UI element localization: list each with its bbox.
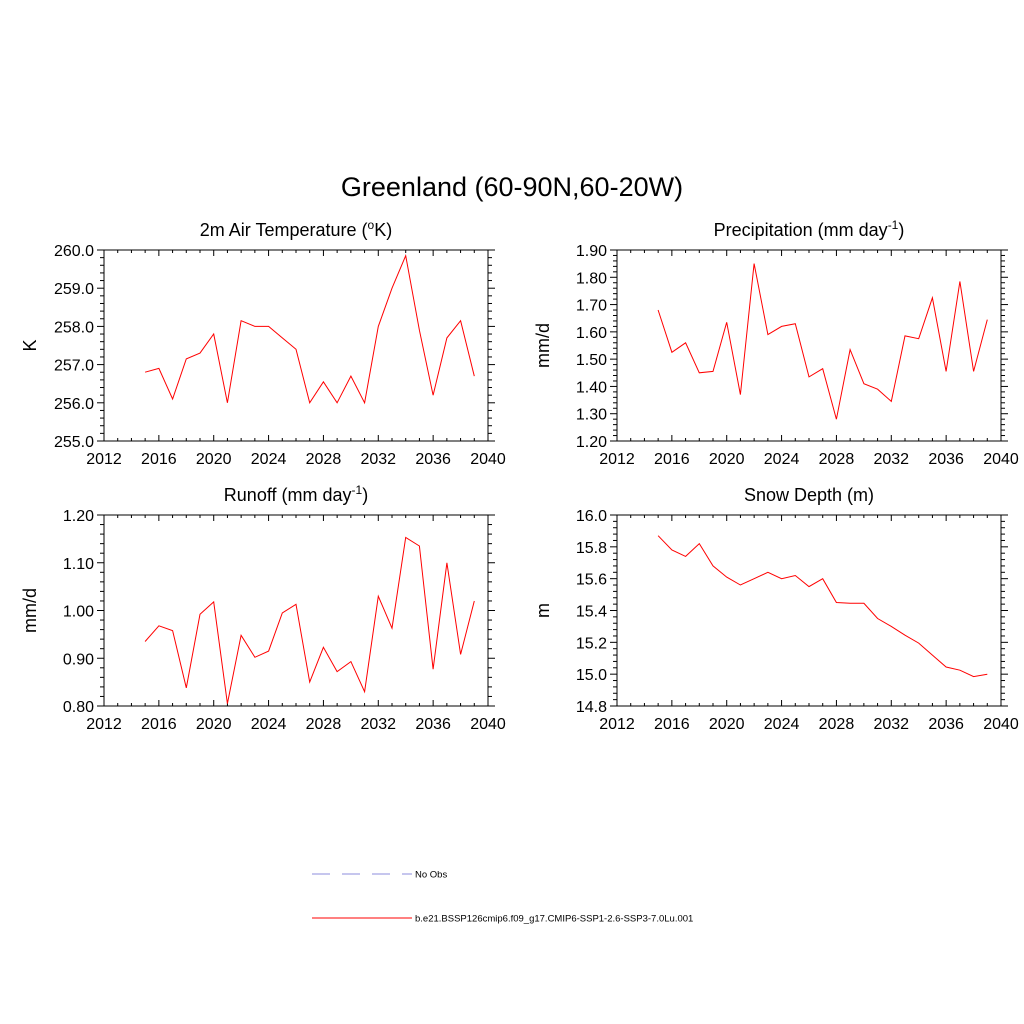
x-tick-label: 2032 bbox=[360, 451, 396, 468]
x-tick-label: 2016 bbox=[141, 716, 177, 733]
x-tick-label: 2012 bbox=[86, 716, 122, 733]
legend: No Obs b.e21.BSSP126cmip6.f09_g17.CMIP6-S… bbox=[312, 870, 693, 925]
panel-title-superscript: -1 bbox=[888, 218, 899, 232]
y-tick-label: 257.0 bbox=[54, 358, 94, 375]
y-tick-label: 14.8 bbox=[576, 699, 607, 716]
x-tick-label: 2024 bbox=[764, 716, 800, 733]
legend-label: b.e21.BSSP126cmip6.f09_g17.CMIP6-SSP1-2.… bbox=[415, 914, 693, 925]
x-tick-label: 2024 bbox=[764, 451, 800, 468]
y-tick-label: 1.60 bbox=[576, 325, 607, 342]
chart-panel: Precipitation (mm day-1) mm/d 2012 2016 2020… bbox=[533, 218, 1019, 468]
panel-title: Runoff (mm day-1) bbox=[224, 483, 368, 505]
y-tick-label: 15.2 bbox=[576, 635, 607, 652]
x-tick-label: 2036 bbox=[415, 451, 451, 468]
y-tick-label: 0.90 bbox=[63, 651, 94, 668]
main-title: Greenland (60-90N,60-20W) bbox=[341, 172, 683, 202]
x-tick-label: 2020 bbox=[196, 716, 232, 733]
y-tick-label: 256.0 bbox=[54, 396, 94, 413]
x-tick-label: 2024 bbox=[251, 716, 287, 733]
x-tick-label: 2036 bbox=[928, 451, 964, 468]
y-tick-label: 1.80 bbox=[576, 270, 607, 287]
x-tick-label: 2040 bbox=[983, 716, 1019, 733]
panel-title: Precipitation (mm day-1) bbox=[714, 218, 905, 240]
x-tick-label: 2040 bbox=[470, 451, 506, 468]
series-line bbox=[657, 535, 988, 678]
x-tick-label: 2020 bbox=[709, 451, 745, 468]
x-tick-label: 2036 bbox=[415, 716, 451, 733]
y-tick-label: 1.20 bbox=[63, 508, 94, 525]
y-tick-label: 15.8 bbox=[576, 540, 607, 557]
x-tick-label: 2040 bbox=[470, 716, 506, 733]
panel-title: 2m Air Temperature (oK) bbox=[200, 218, 392, 240]
y-tick-label: 258.0 bbox=[54, 319, 94, 336]
x-tick-label: 2020 bbox=[709, 716, 745, 733]
panel-title-end: K) bbox=[374, 220, 392, 240]
panel-title-text: 2m Air Temperature ( bbox=[200, 220, 368, 240]
x-tick-label: 2012 bbox=[599, 451, 635, 468]
x-tick-label: 2012 bbox=[599, 716, 635, 733]
y-tick-label: 1.20 bbox=[576, 434, 607, 451]
x-tick-label: 2016 bbox=[654, 716, 690, 733]
plot-frame bbox=[616, 514, 1002, 707]
series-line bbox=[144, 536, 475, 704]
x-tick-label: 2024 bbox=[251, 451, 287, 468]
panel-title: Snow Depth (m) bbox=[744, 485, 874, 505]
chart-panels: 2m Air Temperature (oK) K 2012 2016 2020 2024… bbox=[20, 218, 1019, 733]
x-tick-label: 2016 bbox=[654, 451, 690, 468]
y-tick-label: 15.0 bbox=[576, 667, 607, 684]
legend-label: No Obs bbox=[415, 870, 447, 881]
x-tick-label: 2020 bbox=[196, 451, 232, 468]
y-tick-label: 15.6 bbox=[576, 572, 607, 589]
y-tick-label: 1.70 bbox=[576, 298, 607, 315]
y-axis-label: mm/d bbox=[533, 323, 553, 368]
x-tick-label: 2032 bbox=[873, 451, 909, 468]
y-tick-label: 15.4 bbox=[576, 604, 607, 621]
y-tick-label: 259.0 bbox=[54, 281, 94, 298]
y-tick-label: 1.30 bbox=[576, 407, 607, 424]
y-tick-label: 1.00 bbox=[63, 604, 94, 621]
panel-title-text: Runoff (mm day bbox=[224, 485, 352, 505]
x-tick-label: 2036 bbox=[928, 716, 964, 733]
panel-title-superscript: -1 bbox=[352, 483, 363, 497]
y-tick-label: 0.80 bbox=[63, 699, 94, 716]
plot-frame bbox=[616, 249, 1002, 442]
panel-title-end: ) bbox=[362, 485, 368, 505]
series-line bbox=[657, 263, 988, 420]
y-axis-label: K bbox=[20, 339, 40, 351]
chart-panel: Runoff (mm day-1) mm/d 2012 2016 2020 2024 202… bbox=[20, 483, 506, 733]
x-tick-label: 2032 bbox=[360, 716, 396, 733]
x-tick-label: 2028 bbox=[306, 716, 342, 733]
panel-title-end: ) bbox=[898, 220, 904, 240]
y-tick-label: 1.40 bbox=[576, 379, 607, 396]
plot-frame bbox=[103, 249, 489, 442]
x-tick-label: 2040 bbox=[983, 451, 1019, 468]
y-axis-label: m bbox=[533, 603, 553, 618]
plot-frame bbox=[103, 514, 489, 707]
x-tick-label: 2028 bbox=[819, 716, 855, 733]
panel-title-superscript: o bbox=[368, 218, 375, 232]
x-tick-label: 2028 bbox=[306, 451, 342, 468]
y-tick-label: 1.90 bbox=[576, 243, 607, 260]
y-tick-label: 255.0 bbox=[54, 434, 94, 451]
y-tick-label: 1.10 bbox=[63, 556, 94, 573]
x-tick-label: 2012 bbox=[86, 451, 122, 468]
y-tick-label: 16.0 bbox=[576, 508, 607, 525]
panel-title-text: Snow Depth (m) bbox=[744, 485, 874, 505]
y-tick-label: 260.0 bbox=[54, 243, 94, 260]
y-tick-label: 1.50 bbox=[576, 352, 607, 369]
panel-title-text: Precipitation (mm day bbox=[714, 220, 888, 240]
x-tick-label: 2028 bbox=[819, 451, 855, 468]
series-line bbox=[144, 253, 475, 405]
chart-panel: Snow Depth (m) m 2012 2016 2020 2024 2028 2032 2… bbox=[533, 485, 1019, 733]
x-tick-label: 2016 bbox=[141, 451, 177, 468]
y-axis-label: mm/d bbox=[20, 588, 40, 633]
x-tick-label: 2032 bbox=[873, 716, 909, 733]
chart-panel: 2m Air Temperature (oK) K 2012 2016 2020 2024… bbox=[20, 218, 506, 468]
